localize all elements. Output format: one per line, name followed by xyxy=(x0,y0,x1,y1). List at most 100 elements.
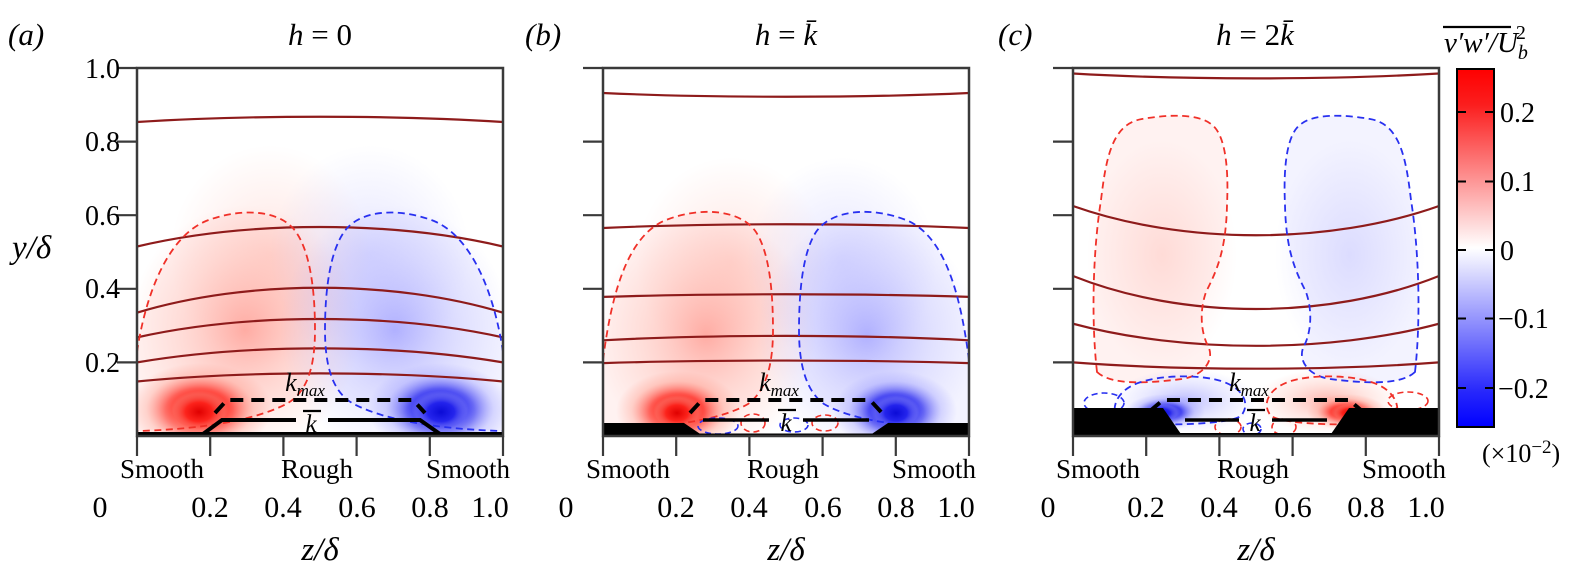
colorbar-ticks xyxy=(1457,111,1494,389)
colorbar-scale-label: (×10−2) xyxy=(1482,437,1560,468)
y-tick-label: 0.8 xyxy=(85,127,120,158)
x-tick-label: 0.8 xyxy=(411,491,449,524)
y-axis-ticks xyxy=(583,66,603,364)
negative-core-peak xyxy=(407,388,475,436)
x-tick-label: 0.2 xyxy=(191,491,229,524)
colorbar-title: v′w′/Ub2 xyxy=(1444,22,1528,64)
colorbar-tick-label: −0.2 xyxy=(1498,374,1549,405)
axes-frame xyxy=(1071,66,1441,438)
y-axis-label: y/δ xyxy=(9,230,52,266)
smooth-label: Smooth xyxy=(586,454,671,484)
x-tick-label: 0.2 xyxy=(1127,491,1165,524)
kmax-dashed-line xyxy=(688,398,884,415)
smooth-label: Smooth xyxy=(1056,454,1141,484)
colorbar-tick-label: 0 xyxy=(1500,236,1514,267)
panel-letter: (a) xyxy=(8,17,44,52)
x-tick-label: 0.6 xyxy=(804,491,842,524)
negative-faint xyxy=(270,145,470,365)
panel-letter: (c) xyxy=(998,17,1032,52)
x-tick-label: 0.2 xyxy=(657,491,695,524)
x-tick-label: 0 xyxy=(93,491,108,524)
surface-strip-labels: Smooth Rough Smooth xyxy=(586,454,977,484)
panel-a-field xyxy=(137,115,503,436)
x-tick-label: 1.0 xyxy=(1407,491,1445,524)
kbar-label: k xyxy=(305,411,317,438)
colorbar-tick-label: −0.1 xyxy=(1498,304,1549,335)
x-tick-label: 0.4 xyxy=(264,491,302,524)
positive-dashed-contour xyxy=(603,210,774,430)
panel-title: h = 0 xyxy=(288,17,352,52)
x-tick-labels: 0 0.2 0.4 0.6 0.8 1.0 xyxy=(1041,491,1445,524)
x-tick-label: 0.6 xyxy=(1274,491,1312,524)
kmax-dashed-line xyxy=(1148,398,1364,413)
x-tick-labels: 0 0.2 0.4 0.6 0.8 1.0 xyxy=(93,491,509,524)
roughness-surface xyxy=(137,418,503,436)
x-tick-label: 0.6 xyxy=(338,491,376,524)
kbar-label: k xyxy=(780,410,792,437)
x-tick-label: 1.0 xyxy=(937,491,975,524)
x-tick-labels: 0 0.2 0.4 0.6 0.8 1.0 xyxy=(559,491,975,524)
y-tick-label: 0.2 xyxy=(85,348,120,379)
panel-c: kmax k (c) h = 2k̄ 0 0.2 0.4 0.6 0.8 1.0… xyxy=(998,17,1447,568)
kmax-dashed-line xyxy=(213,398,427,415)
negative-dashed-contour xyxy=(324,211,503,432)
streamwise-velocity-contours xyxy=(137,115,503,383)
kbar-label: k xyxy=(1249,410,1261,437)
upper-positive-tint xyxy=(1087,140,1237,370)
colorbar-tick-labels: 0.2 0.1 0 −0.1 −0.2 xyxy=(1498,98,1549,405)
y-tick-labels: 1.0 0.8 0.6 0.4 0.2 xyxy=(85,54,120,379)
x-axis-label: z/δ xyxy=(1236,532,1275,568)
upper-negative-tint xyxy=(1275,140,1425,370)
surface-strip-labels: Smooth Rough Smooth xyxy=(120,454,511,484)
roughness-surface xyxy=(1073,408,1439,436)
y-tick-label: 0.4 xyxy=(85,274,120,305)
colorbar-tick-label: 0.2 xyxy=(1500,98,1535,129)
rough-label: Rough xyxy=(281,454,354,484)
y-axis-ticks xyxy=(117,66,137,364)
x-tick-label: 1.0 xyxy=(471,491,509,524)
axes-frame xyxy=(135,66,505,438)
kmax-label: kmax xyxy=(759,368,799,400)
y-tick-label: 1.0 xyxy=(85,54,120,85)
colorbar-gradient xyxy=(1457,69,1494,427)
surface-strip-labels: Smooth Rough Smooth xyxy=(1056,454,1447,484)
panel-b-field xyxy=(603,91,969,436)
x-axis-ticks xyxy=(1071,436,1441,456)
x-axis-label: z/δ xyxy=(766,532,805,568)
upper-positive-dashed-contour xyxy=(1092,114,1229,384)
axes-frame xyxy=(601,66,971,438)
panel-b: kmax k (b) h = k̄ 0 0.2 0.4 0.6 0.8 1.0 … xyxy=(525,17,977,568)
x-tick-label: 0 xyxy=(559,491,574,524)
colorbar-frame xyxy=(1456,68,1495,428)
y-tick-label: 0.6 xyxy=(85,201,120,232)
x-tick-label: 0 xyxy=(1041,491,1056,524)
x-tick-label: 0.8 xyxy=(877,491,915,524)
colorbar: v′w′/Ub2 0.2 0.1 0 −0.1 −0.2 (×10−2) xyxy=(1443,22,1560,468)
smooth-label: Smooth xyxy=(892,454,977,484)
kmax-label: kmax xyxy=(1229,368,1269,400)
x-tick-label: 0.4 xyxy=(730,491,768,524)
panel-letter: (b) xyxy=(525,17,561,52)
kmax-label: kmax xyxy=(285,368,325,400)
rough-label: Rough xyxy=(1217,454,1290,484)
smooth-label: Smooth xyxy=(120,454,205,484)
smooth-label: Smooth xyxy=(426,454,511,484)
colorbar-tick-label: 0.1 xyxy=(1500,167,1535,198)
positive-dashed-contour xyxy=(137,211,316,432)
rough-label: Rough xyxy=(747,454,820,484)
panel-a: kmax k (a) h = 0 1.0 0.8 0.6 0.4 0.2 y/δ… xyxy=(8,17,511,568)
x-tick-label: 0.8 xyxy=(1347,491,1385,524)
x-axis-ticks xyxy=(135,436,505,456)
panel-title: h = k̄ xyxy=(755,17,818,52)
panel-title: h = 2k̄ xyxy=(1216,17,1295,52)
y-axis-ticks xyxy=(1053,66,1073,364)
streamwise-velocity-contours xyxy=(603,91,969,365)
smooth-label: Smooth xyxy=(1362,454,1447,484)
negative-faint xyxy=(747,157,937,367)
streamwise-velocity-contours xyxy=(1073,72,1439,370)
panel-c-field xyxy=(1073,72,1439,436)
x-axis-ticks xyxy=(601,436,971,456)
x-tick-label: 0.4 xyxy=(1200,491,1238,524)
